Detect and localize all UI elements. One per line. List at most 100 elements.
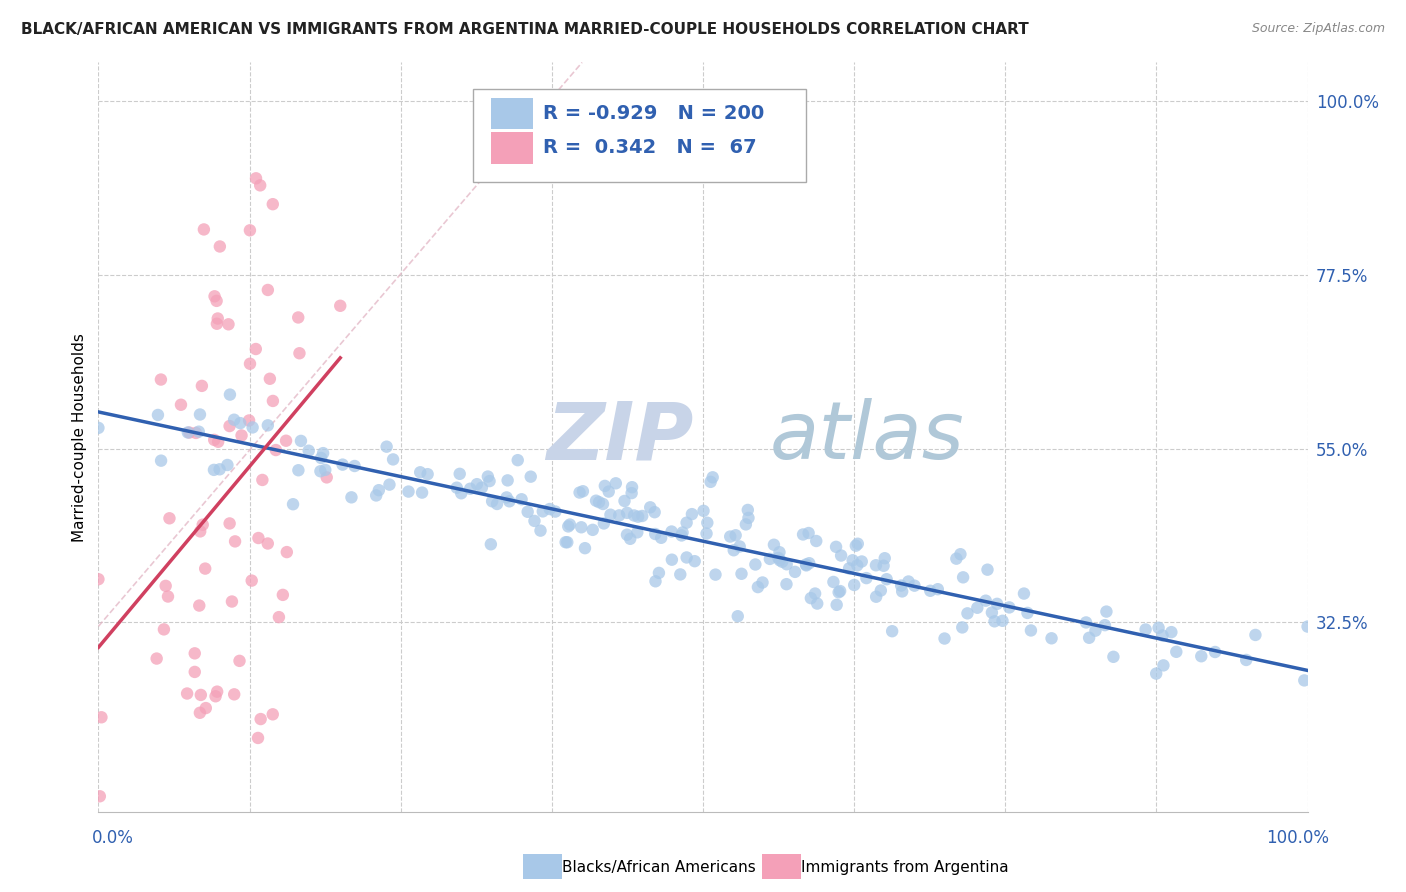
- Point: [1204, 645, 1226, 659]
- Point: [627, 509, 650, 524]
- Point: [1040, 632, 1063, 646]
- Point: [557, 519, 579, 533]
- Point: [846, 558, 869, 573]
- Point: [769, 553, 792, 567]
- Point: [768, 551, 790, 566]
- Point: [621, 480, 644, 494]
- Point: [194, 701, 217, 715]
- Point: [229, 416, 252, 430]
- Point: [903, 579, 925, 593]
- Point: [927, 582, 949, 597]
- Point: [156, 590, 179, 604]
- Point: [631, 508, 654, 523]
- Point: [568, 485, 591, 500]
- Point: [242, 420, 264, 434]
- Point: [841, 553, 863, 567]
- Point: [531, 504, 554, 518]
- Point: [783, 565, 806, 579]
- Point: [239, 357, 262, 371]
- Point: [702, 470, 724, 484]
- Point: [950, 620, 973, 634]
- Point: [865, 558, 887, 573]
- Point: [498, 494, 520, 508]
- Point: [661, 524, 683, 539]
- Point: [398, 484, 420, 499]
- Point: [607, 508, 630, 523]
- Point: [538, 502, 561, 516]
- Point: [205, 684, 228, 698]
- Text: BLACK/AFRICAN AMERICAN VS IMMIGRANTS FROM ARGENTINA MARRIED-COUPLE HOUSEHOLDS CO: BLACK/AFRICAN AMERICAN VS IMMIGRANTS FRO…: [21, 22, 1029, 37]
- Point: [375, 440, 398, 454]
- Point: [747, 580, 769, 594]
- Point: [218, 419, 240, 434]
- Point: [598, 484, 620, 499]
- Point: [259, 372, 281, 386]
- Point: [411, 485, 433, 500]
- Point: [194, 561, 217, 575]
- Point: [218, 516, 240, 531]
- Point: [249, 178, 271, 193]
- Point: [558, 517, 581, 532]
- Point: [150, 453, 173, 467]
- Point: [865, 590, 887, 604]
- Point: [184, 665, 207, 679]
- Point: [644, 527, 666, 541]
- Point: [554, 535, 576, 549]
- Point: [188, 599, 211, 613]
- Point: [309, 464, 332, 478]
- Point: [661, 552, 683, 566]
- Point: [329, 299, 352, 313]
- Point: [458, 482, 481, 496]
- Point: [696, 516, 718, 530]
- Point: [366, 488, 388, 502]
- Point: [238, 413, 260, 427]
- Point: [737, 511, 759, 525]
- Point: [873, 551, 896, 566]
- Point: [620, 486, 643, 500]
- Point: [699, 475, 721, 489]
- Point: [465, 477, 488, 491]
- Point: [340, 491, 363, 505]
- Point: [218, 318, 240, 332]
- Point: [479, 537, 502, 551]
- Point: [844, 578, 866, 592]
- Point: [486, 497, 509, 511]
- Point: [599, 508, 621, 522]
- Point: [806, 533, 828, 548]
- Point: [650, 531, 672, 545]
- Point: [976, 563, 998, 577]
- Point: [184, 646, 207, 660]
- Point: [605, 476, 627, 491]
- Point: [734, 517, 756, 532]
- Point: [737, 503, 759, 517]
- Point: [966, 600, 988, 615]
- Point: [245, 171, 267, 186]
- Point: [638, 500, 661, 515]
- Point: [574, 541, 596, 556]
- Point: [221, 594, 243, 608]
- Point: [616, 506, 638, 520]
- Point: [1094, 618, 1116, 632]
- Point: [1084, 624, 1107, 638]
- Point: [1234, 653, 1257, 667]
- Point: [681, 507, 703, 521]
- Point: [224, 534, 246, 549]
- Point: [794, 558, 817, 572]
- Point: [208, 239, 231, 253]
- Point: [446, 481, 468, 495]
- Point: [728, 540, 751, 554]
- Point: [281, 497, 304, 511]
- FancyBboxPatch shape: [492, 132, 533, 163]
- Text: Source: ZipAtlas.com: Source: ZipAtlas.com: [1251, 22, 1385, 36]
- Point: [830, 584, 852, 599]
- Point: [287, 463, 309, 477]
- Point: [897, 574, 920, 589]
- Point: [153, 623, 176, 637]
- Point: [934, 632, 956, 646]
- Point: [177, 425, 200, 440]
- Point: [1095, 605, 1118, 619]
- Point: [792, 527, 814, 541]
- Point: [146, 408, 169, 422]
- Point: [759, 552, 782, 566]
- Point: [271, 588, 294, 602]
